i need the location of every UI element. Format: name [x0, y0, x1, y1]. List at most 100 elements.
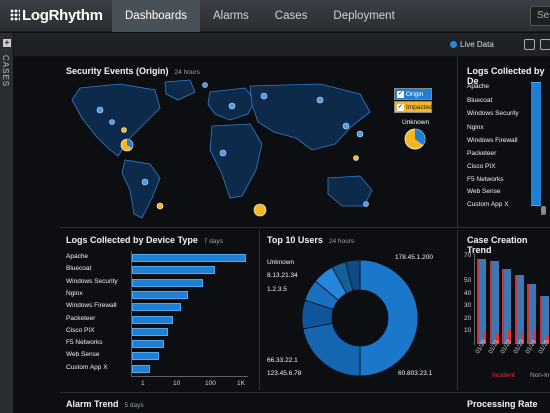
logs-right-scrollbar[interactable]	[541, 206, 546, 215]
australia	[327, 175, 373, 207]
device-label: Cisco PIX	[66, 326, 95, 334]
unknown-label: Unknown	[402, 119, 430, 126]
asia	[249, 83, 371, 151]
device-label: Nginx	[66, 289, 83, 297]
list-item: Windows Firewall	[467, 137, 518, 144]
layout-icon[interactable]	[540, 39, 550, 50]
security-events-title-text: Security Events (Origin)	[66, 66, 169, 76]
impacted-check-icon: ✓	[397, 104, 404, 111]
row-divider	[60, 392, 550, 393]
device-bar[interactable]	[132, 290, 189, 299]
legend-non-incident[interactable]: Non-In	[530, 372, 550, 379]
device-label: Apache	[66, 253, 89, 260]
case-y-tick: 70	[464, 252, 472, 259]
device-bar[interactable]	[132, 266, 215, 275]
logs-right-bar[interactable]	[531, 82, 541, 206]
cases-side-tab[interactable]: + CASES	[0, 33, 14, 413]
case-non-incident-bar[interactable]	[483, 331, 486, 344]
africa	[209, 123, 263, 199]
device-bar[interactable]	[132, 303, 182, 312]
case-incident-bar[interactable]	[477, 258, 486, 344]
case-incident-bar[interactable]	[502, 268, 511, 344]
top-users-title: Top 10 Users 24 hours	[267, 235, 354, 245]
unknown-origin-pie[interactable]	[404, 128, 426, 150]
dashboard-toolbar: Live Data	[14, 33, 550, 57]
device-chart-y-axis	[131, 251, 132, 377]
live-data-toggle[interactable]: Live Data	[450, 40, 494, 49]
processing-rate-title: Processing Rate	[467, 399, 538, 409]
device-bar[interactable]	[132, 254, 246, 262]
south-america	[121, 159, 161, 219]
legend-origin-toggle[interactable]: ✓ Origin	[394, 88, 432, 100]
donut-slice[interactable]	[359, 259, 419, 377]
search-input[interactable]: Se	[530, 6, 550, 26]
device-bar[interactable]	[132, 352, 159, 361]
panel-divider	[457, 57, 458, 227]
top-users-subtitle: 24 hours	[328, 238, 355, 245]
device-bar[interactable]	[132, 315, 173, 324]
greenland	[164, 79, 196, 101]
list-item: Bluecoat	[467, 97, 493, 104]
panel-divider	[259, 230, 260, 390]
list-item: Nginx	[467, 124, 484, 131]
top-users-donut[interactable]	[300, 258, 420, 378]
case-incident-bar[interactable]	[489, 261, 499, 344]
continents	[71, 79, 373, 219]
user-label: 8.13.21.34	[267, 272, 298, 279]
device-bar[interactable]	[132, 278, 204, 287]
case-non-incident-bar[interactable]	[520, 332, 524, 344]
logs-right-title: Logs Collected by De	[467, 66, 545, 86]
device-bar[interactable]	[132, 340, 165, 349]
list-item: Windows Security	[467, 110, 519, 117]
case-non-incident-bar[interactable]	[533, 330, 536, 344]
case-non-incident-bar[interactable]	[495, 333, 499, 344]
security-events-title: Security Events (Origin) 24 hours	[66, 66, 200, 76]
case-incident-bar[interactable]	[527, 283, 536, 344]
origin-check-icon: ✓	[397, 91, 404, 98]
device-label: Windows Security	[66, 277, 118, 285]
logo-dots-icon	[10, 9, 20, 21]
main-nav: Dashboards Alarms Cases Deployment	[112, 0, 408, 32]
top-users-title-text: Top 10 Users	[267, 235, 323, 245]
legend-impacted-toggle[interactable]: ✓ Impacted	[394, 101, 433, 113]
live-data-label: Live Data	[460, 40, 494, 49]
add-case-icon[interactable]: +	[3, 38, 11, 47]
case-chart-y-axis	[474, 253, 475, 345]
nav-dashboards[interactable]: Dashboards	[112, 0, 201, 32]
live-indicator-icon	[450, 41, 457, 48]
device-x-tick: 1	[141, 380, 145, 387]
user-label: 60.803.23.1	[398, 370, 433, 377]
pause-icon[interactable]	[524, 39, 535, 50]
device-x-tick: 10	[173, 380, 181, 387]
user-label: Unknown	[267, 259, 295, 266]
case-non-incident-bar[interactable]	[545, 335, 549, 344]
device-label: Windows Firewall	[66, 302, 117, 310]
device-bar[interactable]	[132, 364, 151, 373]
user-label: 178.45.1.200	[395, 254, 433, 261]
legend-impacted-label: Impacted	[406, 104, 433, 111]
logrhythm-logo[interactable]: LogRhythm	[10, 7, 103, 24]
panel-divider	[457, 230, 458, 390]
donut-slice[interactable]	[345, 259, 361, 292]
legend-incident[interactable]: Incident	[492, 372, 515, 379]
case-incident-bar[interactable]	[539, 296, 549, 344]
user-label: 66.33.22.1	[267, 357, 298, 364]
list-item: Custom App X	[467, 201, 509, 208]
device-label: Bluecoat	[66, 265, 92, 273]
legend-origin-label: Origin	[406, 91, 424, 98]
device-label: Packeteer	[66, 314, 96, 322]
nav-deployment[interactable]: Deployment	[333, 10, 395, 22]
case-non-incident-bar[interactable]	[508, 328, 511, 344]
case-incident-bar[interactable]	[514, 274, 524, 344]
device-chart-x-axis	[131, 376, 248, 377]
donut-slice[interactable]	[302, 322, 361, 377]
list-item: Packeteer	[467, 150, 497, 157]
top-navigation-bar: LogRhythm Dashboards Alarms Cases Deploy…	[0, 0, 550, 32]
device-bar[interactable]	[132, 327, 169, 336]
device-label: Web Sense	[66, 351, 100, 359]
world-map[interactable]	[60, 78, 390, 228]
nav-alarms[interactable]: Alarms	[213, 10, 249, 22]
case-y-tick: 40	[464, 289, 472, 297]
list-item: F5 Networks	[467, 176, 504, 183]
nav-cases[interactable]: Cases	[274, 10, 308, 22]
